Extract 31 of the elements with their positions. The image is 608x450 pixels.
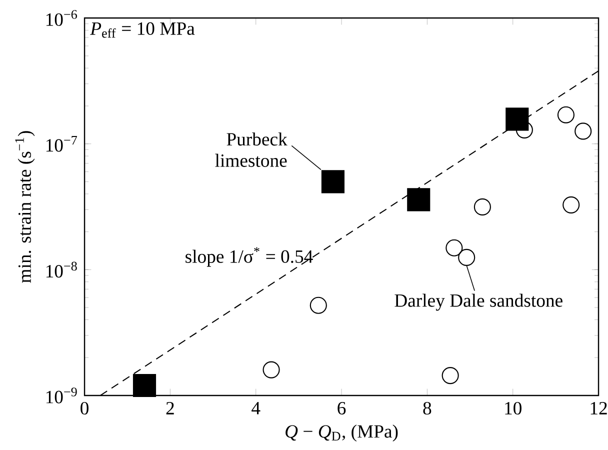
point — [557, 106, 575, 124]
text: Darley Dale sandstone — [394, 294, 562, 311]
point — [132, 374, 156, 398]
x-tick-label: 0 — [80, 402, 88, 415]
point — [574, 122, 592, 140]
x-tick-label: 4 — [252, 402, 260, 414]
point — [262, 361, 280, 378]
point — [474, 198, 491, 216]
x-tick-label: 12 — [590, 402, 607, 414]
x-tick-label: 10 — [505, 402, 522, 415]
point — [562, 196, 580, 214]
annotation: slope 1/σ$^{*}$ = 0.54 — [186, 247, 313, 267]
point — [321, 170, 344, 194]
point — [516, 121, 533, 138]
point — [458, 248, 476, 266]
y-axis-title: min. strain rate (s$^{−1}$) — [15, 131, 35, 283]
point — [310, 296, 327, 314]
x-axis-title: Q − Q$_{D}$, (MPa) — [286, 424, 398, 442]
point — [506, 108, 529, 131]
x-tick-label: 6 — [338, 402, 346, 415]
point — [446, 239, 463, 256]
y-tick-label: 10$^{−9}$ — [46, 388, 77, 404]
point — [407, 188, 430, 212]
point — [442, 367, 459, 384]
annotation: P$_{eff}$ = 10 MPa — [90, 22, 195, 38]
legend-label: Purbeck limestone — [215, 132, 288, 167]
y-tick-label: 10$^{−7}$ — [46, 136, 77, 152]
x-tick-label: 8 — [423, 402, 432, 415]
y-tick-label: 10$^{−6}$ — [46, 10, 77, 26]
x-tick-label: 2 — [166, 402, 174, 414]
y-tick-label: 10$^{−8}$ — [46, 262, 77, 278]
